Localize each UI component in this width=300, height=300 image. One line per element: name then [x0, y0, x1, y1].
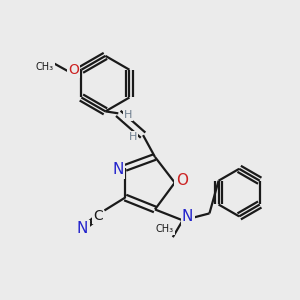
Text: O: O: [68, 63, 79, 77]
Text: N: N: [112, 162, 124, 177]
Text: N: N: [182, 209, 193, 224]
Text: N: N: [77, 221, 88, 236]
Text: CH₃: CH₃: [156, 224, 174, 234]
Text: H: H: [129, 132, 137, 142]
Text: H: H: [124, 110, 132, 120]
Text: C: C: [94, 209, 103, 224]
Text: CH₃: CH₃: [36, 62, 54, 72]
Text: O: O: [176, 173, 188, 188]
